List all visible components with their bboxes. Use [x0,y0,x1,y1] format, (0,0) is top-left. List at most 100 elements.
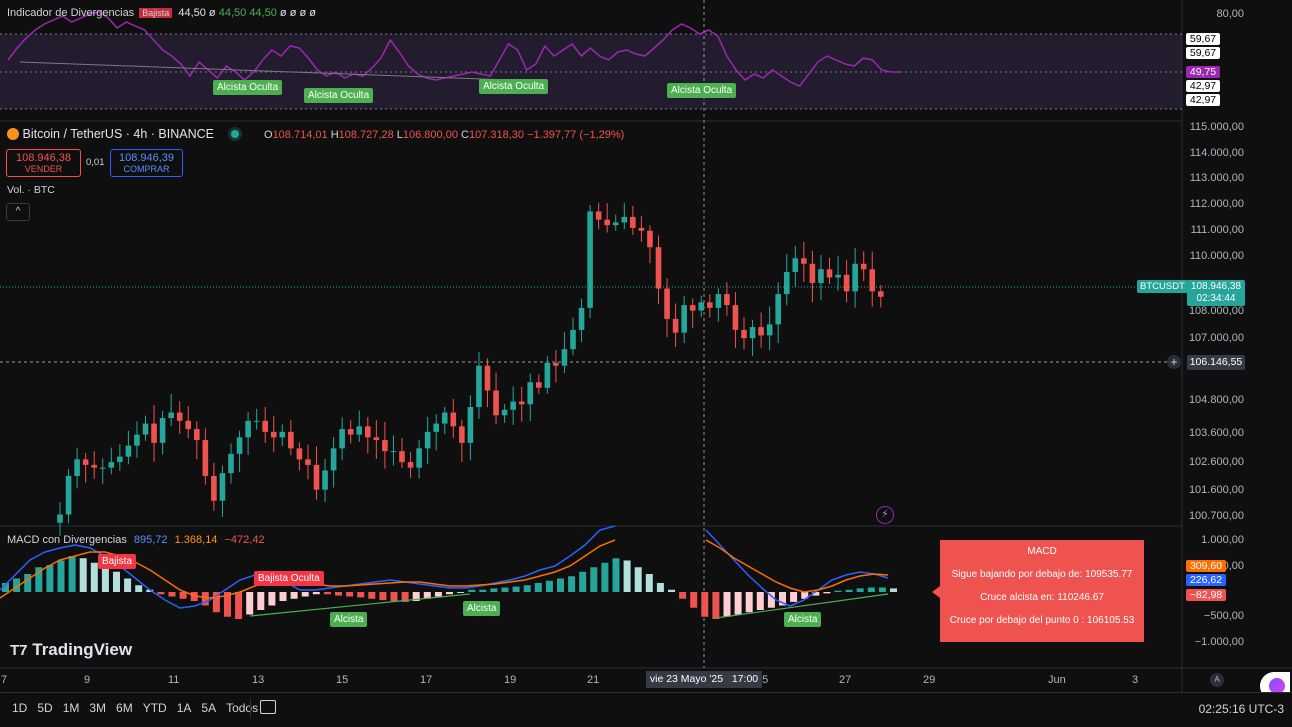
candle-body [860,263,867,270]
ohlc-low: 106.800,00 [402,129,458,141]
rsi-level-2: 59,67 [1186,47,1220,59]
macd-histogram-bar [423,592,431,599]
candle-body [484,365,491,391]
candle-body [792,258,799,273]
candle-body [732,305,739,330]
macd-tag-alcista: Alcista [330,612,368,627]
rsi-bajista-tag: Bajista [139,8,173,18]
candle-body [826,269,833,278]
candle-body [664,288,670,319]
candle-body [262,420,268,432]
spread: 0,01 [86,157,105,168]
macd-histogram-bar [390,592,398,601]
rsi-value-4: 44,50 [249,7,277,19]
add-alert-plus-icon[interactable]: + [1167,355,1181,369]
macd-histogram-bar [601,562,609,592]
auto-scale-button[interactable]: A [1210,673,1224,687]
candle-body [501,409,508,416]
range-6m-button[interactable]: 6M [116,701,133,715]
candle-body [818,269,824,284]
candle-body [749,327,756,339]
candle-body [159,418,166,443]
bar-countdown: 02:34:44 [1196,293,1236,304]
candle-body [672,318,679,333]
rsi-value-1: 44,50 [178,7,206,19]
range-3m-button[interactable]: 3M [89,701,107,715]
popup-pointer [932,586,940,598]
popup-line: Cruce por debajo del punto 0 : 106105.53 [949,615,1135,626]
candle-body [758,327,764,336]
candle-body [741,329,747,339]
candle-body [467,407,474,443]
macd-histogram-bar [723,592,731,617]
ohlc-c-label: C [461,129,469,141]
candle-body [612,222,619,226]
clock-timezone[interactable]: 02:25:16 UTC-3 [1198,702,1284,716]
macd-histogram-bar [357,592,365,598]
macd-line [705,529,889,607]
buy-button[interactable]: 108.946,39 COMPRAR [110,149,183,177]
range-ytd-button[interactable]: YTD [142,701,167,715]
candle-body [518,401,525,405]
lightning-icon[interactable]: ⚡ [876,506,894,524]
macd-histogram-bar [878,587,886,592]
price-axis-label: 100.700,00 [1188,510,1244,522]
macd-histogram-bar [434,592,442,597]
macd-histogram-bar [290,592,298,599]
rsi-value-8: ø [309,7,317,19]
macd-histogram-bar [168,592,176,597]
tradingview-logo[interactable]: T7 TradingView [10,640,132,660]
macd-histogram-bar [346,592,354,597]
time-axis[interactable]: 7 9 11 13 15 17 19 21 25 27 29 Jun 3 [0,672,1182,690]
date-range-calendar-icon[interactable] [260,700,276,714]
candle-body [399,451,405,463]
range-1d-button[interactable]: 1D [12,701,28,715]
ticker-label: BTCUSDT [1137,280,1188,293]
sell-button[interactable]: 108.946,38 VENDER [6,149,81,177]
rsi-tag-alcista-oculta: Alcista Oculta [667,83,737,98]
macd-histogram-bar [257,592,265,610]
macd-histogram-bar [401,592,409,602]
candle-body [176,412,183,421]
range-all-button[interactable]: Todos [226,701,259,715]
timeframe-buttons: 1D 5D 1M 3M 6M YTD 1A 5A Todos [12,701,268,715]
rsi-value-5: ø [279,7,287,19]
range-1m-button[interactable]: 1M [62,701,80,715]
macd-histogram-bar [368,592,376,599]
rsi-level-1: 59,67 [1186,33,1220,45]
macd-tag-bajista: Bajista [98,554,137,569]
collapse-chevron-up-icon[interactable]: ^ [6,203,30,221]
macd-histogram-bar [13,578,21,592]
price-axis-label: 107.000,00 [1188,332,1244,344]
macd-histogram-bar [790,592,798,602]
range-5y-button[interactable]: 5A [201,701,217,715]
macd-histogram-bar [323,592,331,595]
macd-histogram-bar [279,592,287,601]
symbol-title[interactable]: Bitcoin / TetherUS · 4h · BINANCE [22,127,214,141]
candle-body [459,426,465,443]
range-5d-button[interactable]: 5D [37,701,53,715]
candle-body [168,412,174,419]
macd-histogram-bar [379,592,387,601]
rsi-level-4: 42,97 [1186,94,1220,106]
candle-body [878,291,884,297]
buy-label: COMPRAR [123,164,170,174]
candle-body [553,362,559,366]
range-1y-button[interactable]: 1A [176,701,192,715]
candle-body [365,426,371,438]
crosshair-price: 106.146,55 [1187,355,1245,370]
time-axis-label: 17 [420,674,433,686]
candle-body [416,448,422,468]
candle-body [108,462,115,468]
rsi-value-2: ø [208,7,216,19]
rsi-value-3: 44,50 [218,7,247,19]
price-axis-label: 112.000,00 [1189,198,1244,210]
macd-histogram-bar [634,567,642,592]
candle-body [279,431,286,438]
candle-body [510,401,516,410]
last-price: 108.946,38 [1190,281,1242,292]
price-axis-label: 111.000,00 [1190,224,1244,236]
macd-histogram-bar [812,592,820,596]
macd-histogram-bar [568,576,576,592]
